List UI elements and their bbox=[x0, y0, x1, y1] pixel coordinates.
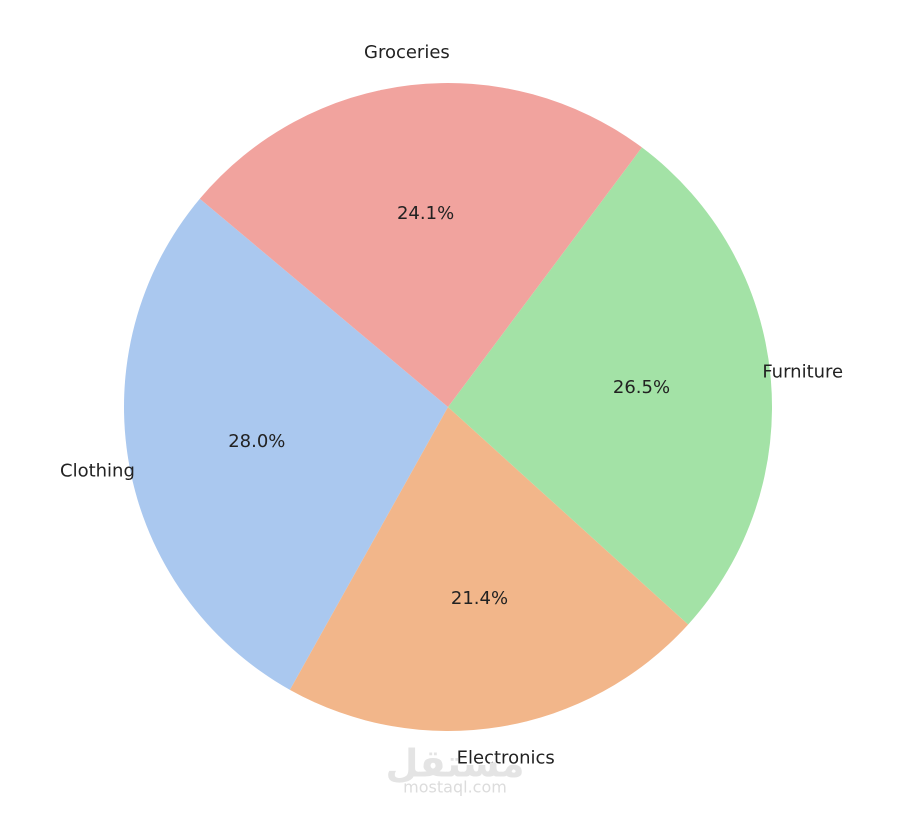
slice-label: Groceries bbox=[364, 42, 450, 63]
value-label: 24.1% bbox=[397, 203, 454, 224]
slice-label: Clothing bbox=[60, 460, 135, 481]
pie-slice bbox=[289, 407, 689, 731]
watermark: mostaql.com bbox=[403, 778, 507, 797]
slice-label: Furniture bbox=[762, 362, 843, 383]
watermark: مستقل bbox=[386, 742, 525, 786]
pie-slice bbox=[448, 147, 772, 625]
pie-slice bbox=[199, 83, 642, 408]
value-label: 26.5% bbox=[613, 377, 670, 398]
slice-label: Electronics bbox=[457, 748, 555, 769]
value-label: 28.0% bbox=[228, 431, 285, 452]
value-label: 21.4% bbox=[451, 588, 508, 609]
pie-slice bbox=[123, 198, 448, 690]
